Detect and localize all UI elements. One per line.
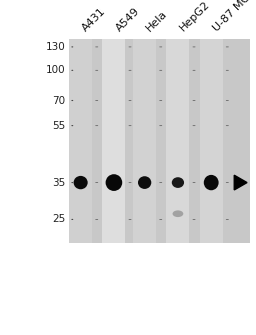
Bar bbox=[133, 39, 156, 243]
Bar bbox=[69, 39, 92, 243]
Bar bbox=[166, 39, 189, 243]
Ellipse shape bbox=[105, 174, 122, 191]
Bar bbox=[69, 39, 250, 243]
Text: A549: A549 bbox=[114, 6, 141, 34]
Text: HepG2: HepG2 bbox=[178, 0, 212, 34]
Ellipse shape bbox=[138, 176, 151, 189]
Ellipse shape bbox=[74, 176, 88, 189]
Bar bbox=[102, 39, 125, 243]
Ellipse shape bbox=[173, 210, 183, 217]
Text: 35: 35 bbox=[52, 178, 65, 188]
Text: 100: 100 bbox=[46, 65, 65, 75]
Text: 55: 55 bbox=[52, 121, 65, 131]
Ellipse shape bbox=[172, 177, 184, 188]
Bar bbox=[200, 39, 223, 243]
Text: 70: 70 bbox=[52, 95, 65, 106]
Polygon shape bbox=[234, 175, 247, 190]
Text: A431: A431 bbox=[81, 6, 108, 34]
Text: U-87 MG: U-87 MG bbox=[211, 0, 252, 34]
Text: 25: 25 bbox=[52, 214, 65, 224]
Text: 130: 130 bbox=[46, 42, 65, 52]
Ellipse shape bbox=[204, 175, 219, 190]
Text: Hela: Hela bbox=[145, 9, 169, 34]
